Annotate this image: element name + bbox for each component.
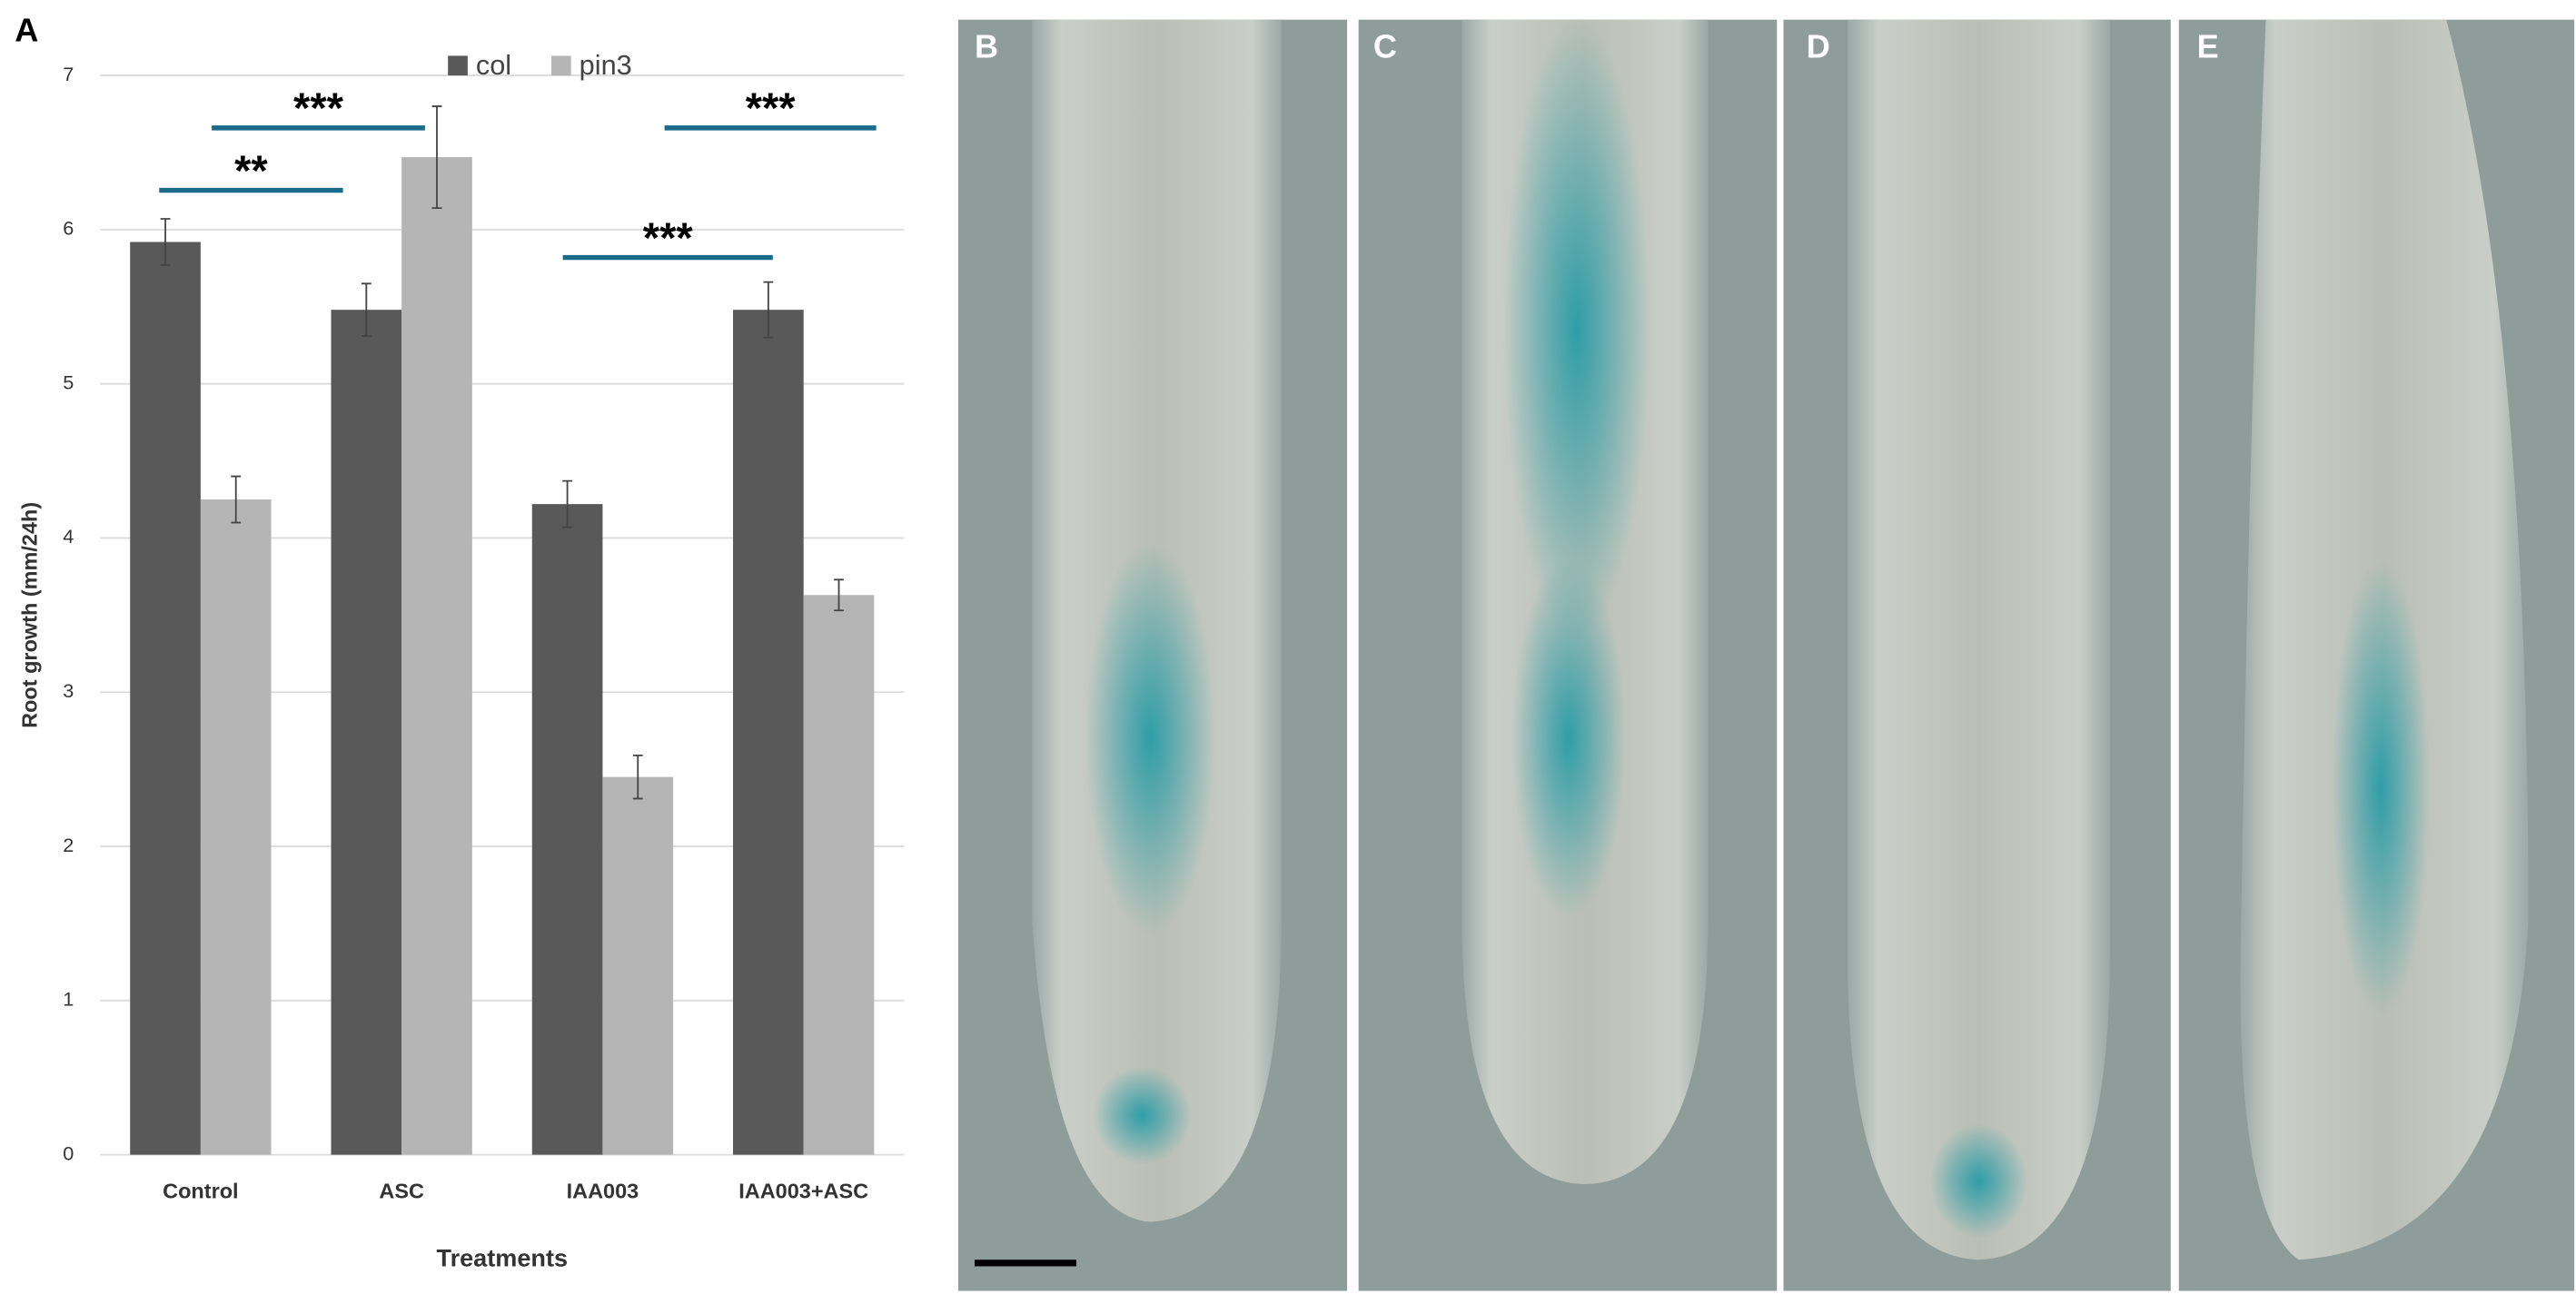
legend-swatch bbox=[550, 55, 571, 76]
error-bar bbox=[763, 281, 774, 339]
root bbox=[1847, 19, 2110, 1260]
stain bbox=[1511, 558, 1627, 919]
stain bbox=[1502, 16, 1651, 640]
panel-label: B bbox=[975, 28, 998, 65]
y-tick-label: 6 bbox=[63, 217, 74, 240]
x-tick-label: IAA003+ASC bbox=[738, 1179, 868, 1202]
bar bbox=[733, 310, 804, 1155]
y-tick-label: 4 bbox=[63, 525, 74, 548]
x-axis-label: Treatments bbox=[437, 1243, 568, 1271]
error-bar bbox=[431, 105, 442, 210]
stain bbox=[1093, 1066, 1192, 1165]
panel-label: E bbox=[2197, 28, 2219, 65]
y-tick-label: 3 bbox=[63, 679, 74, 702]
legend-label: col bbox=[476, 49, 511, 81]
legend-swatch bbox=[448, 55, 468, 76]
bar bbox=[803, 595, 875, 1155]
stain bbox=[1085, 541, 1216, 935]
bar bbox=[200, 499, 272, 1155]
stain bbox=[1929, 1123, 2028, 1239]
panel-label: D bbox=[1807, 28, 1830, 65]
significance-label: *** bbox=[643, 213, 694, 262]
y-tick-label: 2 bbox=[63, 834, 74, 856]
error-bar bbox=[361, 282, 372, 337]
error-bar bbox=[160, 218, 171, 266]
bar bbox=[331, 310, 402, 1155]
bar bbox=[130, 242, 201, 1155]
panel-label: C bbox=[1373, 28, 1397, 65]
bar bbox=[531, 504, 603, 1155]
y-tick-label: 0 bbox=[63, 1141, 74, 1164]
legend-label: pin3 bbox=[580, 49, 632, 81]
x-tick-label: Control bbox=[163, 1179, 238, 1202]
error-bar bbox=[834, 578, 844, 612]
panel-label: A bbox=[15, 12, 38, 49]
significance-label: *** bbox=[293, 84, 344, 132]
y-tick-label: 5 bbox=[63, 370, 74, 393]
error-bar bbox=[562, 479, 573, 529]
significance-label: ** bbox=[234, 146, 268, 194]
x-tick-label: IAA003 bbox=[567, 1179, 639, 1202]
error-bar bbox=[632, 754, 643, 800]
stain bbox=[2331, 558, 2431, 1017]
x-tick-label: ASC bbox=[379, 1179, 424, 1202]
bar bbox=[401, 157, 472, 1155]
error-bar bbox=[231, 475, 242, 524]
y-tick-label: 1 bbox=[63, 988, 74, 1011]
micrographs bbox=[957, 16, 2575, 1291]
significance-label: *** bbox=[746, 84, 797, 132]
y-axis-label: Root growth (mm/24h) bbox=[18, 502, 42, 728]
bar bbox=[602, 776, 674, 1155]
y-tick-label: 7 bbox=[63, 63, 74, 85]
